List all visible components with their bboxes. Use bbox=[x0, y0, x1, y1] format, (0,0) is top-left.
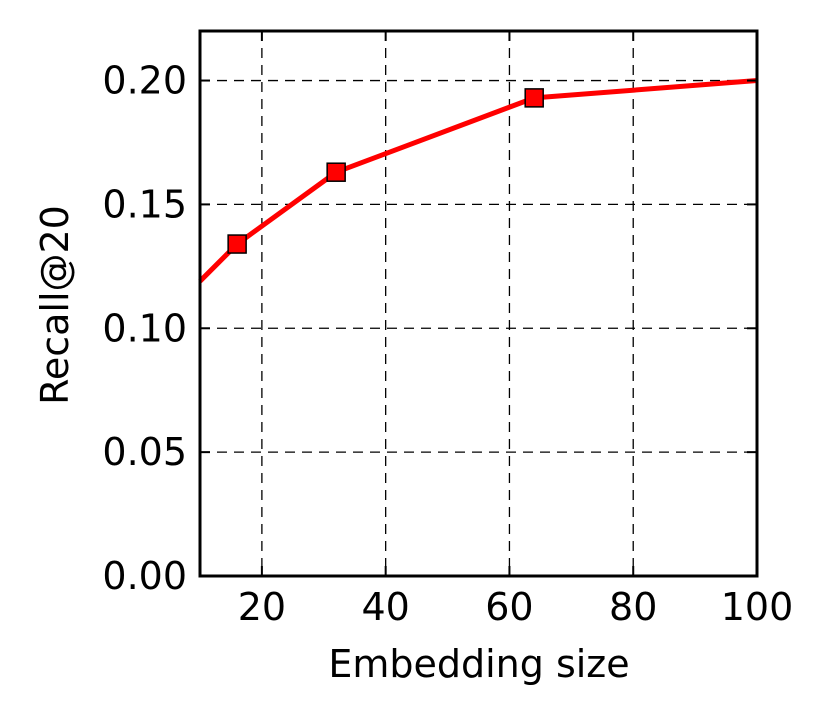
data-point-marker bbox=[326, 162, 346, 182]
x-tick-label: 100 bbox=[721, 585, 794, 629]
y-axis-label: Recall@20 bbox=[33, 205, 77, 405]
data-point-marker bbox=[524, 88, 544, 108]
x-axis-label: Embedding size bbox=[328, 642, 629, 686]
x-tick-labels: 20 40 60 80 100 bbox=[238, 585, 794, 629]
x-tick-label: 40 bbox=[361, 585, 409, 629]
series-layer bbox=[198, 78, 758, 283]
y-tick-label: 0.20 bbox=[102, 59, 187, 103]
x-tick-label: 60 bbox=[485, 585, 533, 629]
y-tick-label: 0.10 bbox=[102, 306, 187, 350]
y-tick-label: 0.00 bbox=[102, 554, 187, 598]
tick-marks bbox=[200, 31, 758, 577]
y-tick-label: 0.05 bbox=[102, 430, 187, 474]
x-tick-label: 80 bbox=[609, 585, 657, 629]
plot-frame bbox=[198, 29, 759, 578]
y-tick-label: 0.15 bbox=[102, 182, 187, 226]
y-tick-labels: 0.00 0.05 0.10 0.15 0.20 bbox=[102, 59, 187, 598]
x-tick-label: 20 bbox=[238, 585, 286, 629]
data-point-marker bbox=[227, 234, 247, 254]
